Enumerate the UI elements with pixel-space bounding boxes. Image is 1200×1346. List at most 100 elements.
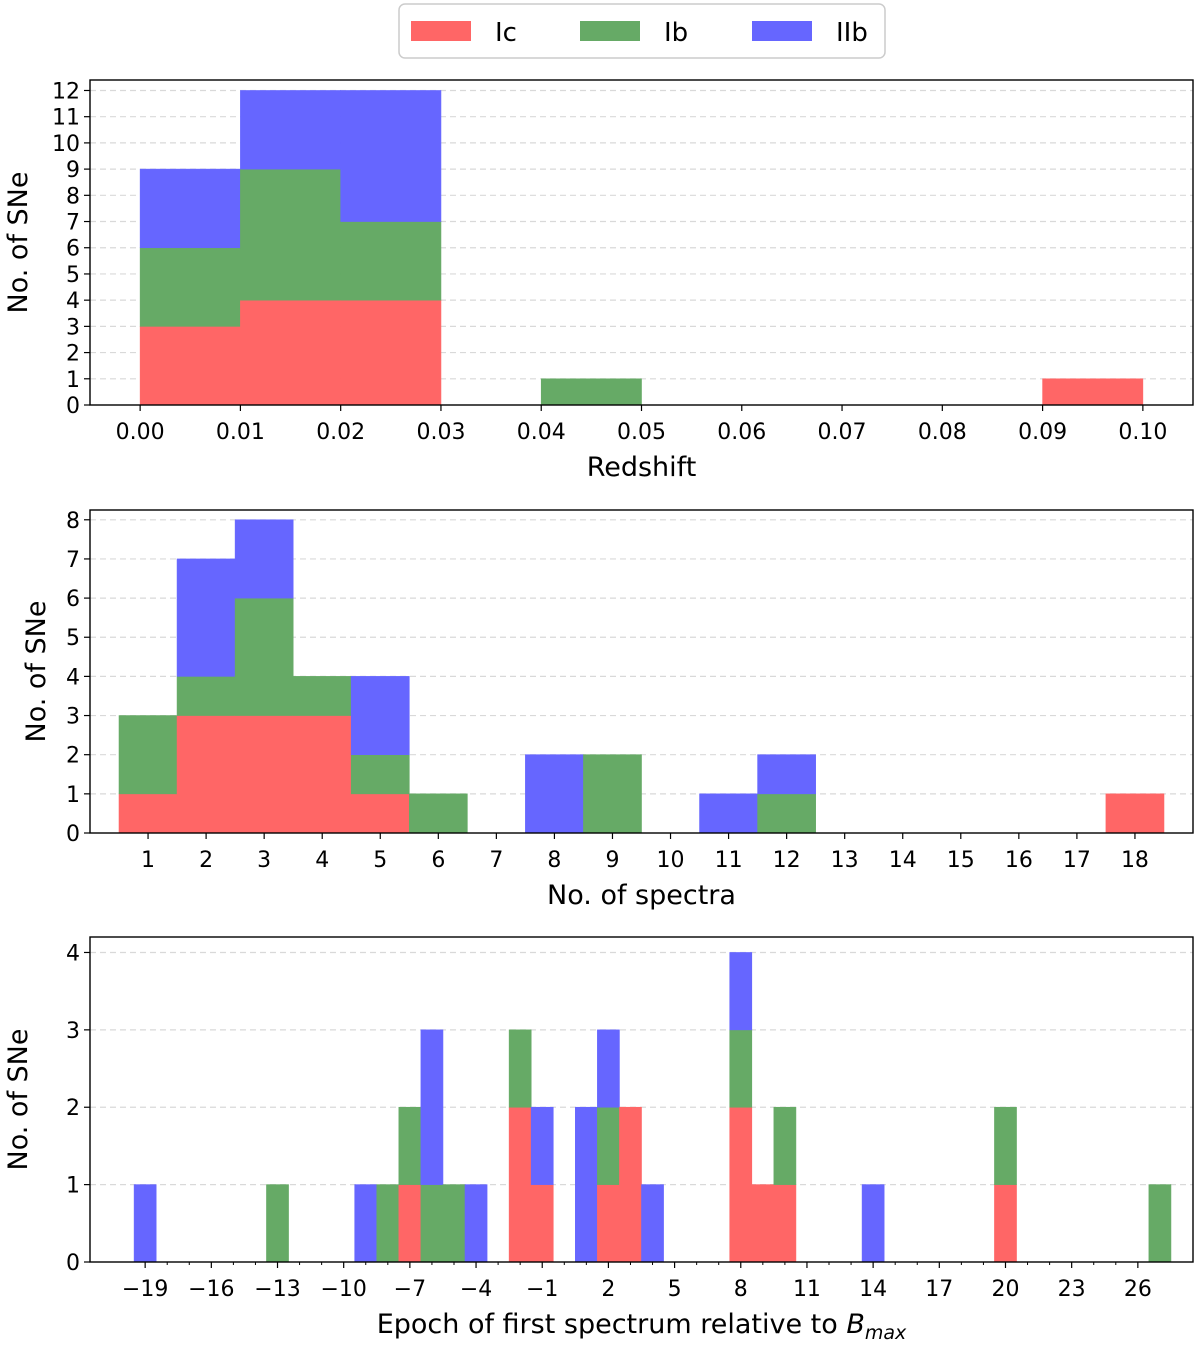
x-tick-label: 17 bbox=[1063, 848, 1091, 873]
bar-ic bbox=[398, 1184, 422, 1263]
x-tick-label: 8 bbox=[734, 1277, 748, 1302]
legend-label-ic: Ic bbox=[495, 18, 517, 48]
x-tick-label: 15 bbox=[947, 848, 975, 873]
bar-iib bbox=[133, 1184, 157, 1263]
x-tick-label: 23 bbox=[1058, 1277, 1086, 1302]
x-tick-label: 9 bbox=[605, 848, 619, 873]
x-tick-label: 17 bbox=[925, 1277, 953, 1302]
x-tick-label: 0.02 bbox=[316, 420, 365, 445]
bar-iib bbox=[176, 558, 236, 677]
bar-iib bbox=[139, 168, 241, 249]
x-tick-label: 0.09 bbox=[1018, 420, 1067, 445]
x-tick-label: 5 bbox=[373, 848, 387, 873]
bar-iib bbox=[575, 1106, 598, 1263]
x-tick-label: 16 bbox=[1005, 848, 1033, 873]
bar-iib bbox=[350, 676, 410, 755]
legend-label-ib: Ib bbox=[664, 18, 688, 48]
bar-iib bbox=[464, 1184, 488, 1263]
bar-ib bbox=[408, 793, 468, 834]
y-tick-label: 4 bbox=[66, 665, 80, 690]
bar-ib bbox=[757, 793, 816, 834]
x-tick-label: 0.05 bbox=[617, 420, 666, 445]
y-tick-label: 3 bbox=[66, 705, 80, 730]
bar-ic bbox=[597, 1184, 620, 1263]
x-tick-label: 0.10 bbox=[1118, 420, 1167, 445]
axes-frame bbox=[89, 509, 1194, 834]
y-tick-label: 2 bbox=[66, 342, 80, 367]
bar-iib bbox=[525, 754, 584, 834]
x-tick-label: 11 bbox=[793, 1277, 821, 1302]
bar-ic bbox=[118, 793, 178, 834]
bar-iib bbox=[641, 1184, 664, 1263]
y-tick-label: 2 bbox=[66, 1096, 80, 1121]
y-tick-label: 6 bbox=[66, 237, 80, 262]
x-tick-label: 0.04 bbox=[517, 420, 566, 445]
bar-iib bbox=[699, 793, 758, 834]
bar-iib bbox=[729, 952, 753, 1031]
bar-ib bbox=[583, 754, 642, 834]
bar-ib bbox=[994, 1106, 1017, 1185]
x-tick-label: 26 bbox=[1124, 1277, 1152, 1302]
legend-swatch-iib bbox=[752, 21, 812, 41]
x-tick-label: −7 bbox=[394, 1277, 426, 1302]
y-tick-label: 5 bbox=[66, 263, 80, 288]
legend-label-iib: IIb bbox=[836, 18, 868, 48]
x-tick-label: 0.01 bbox=[216, 420, 265, 445]
y-tick-label: 5 bbox=[66, 626, 80, 651]
y-tick-label: 1 bbox=[66, 783, 80, 808]
bar-ic bbox=[176, 715, 236, 834]
y-tick-label: 3 bbox=[66, 315, 80, 340]
x-tick-label: 14 bbox=[859, 1277, 887, 1302]
y-tick-label: 1 bbox=[66, 368, 80, 393]
bar-ib bbox=[729, 1029, 753, 1108]
bar-ib bbox=[234, 597, 294, 716]
bar-ic bbox=[773, 1184, 797, 1263]
x-axis-label: No. of spectra bbox=[547, 880, 736, 911]
y-tick-label: 0 bbox=[66, 822, 80, 847]
x-tick-label: 1 bbox=[141, 848, 155, 873]
x-tick-label: −13 bbox=[254, 1277, 300, 1302]
y-tick-label: 0 bbox=[66, 394, 80, 419]
bar-ic bbox=[530, 1184, 554, 1263]
bar-ib bbox=[540, 378, 642, 406]
bar-iib bbox=[597, 1029, 620, 1108]
y-tick-label: 8 bbox=[66, 184, 80, 209]
bar-ib bbox=[773, 1106, 797, 1185]
bar-ic bbox=[1042, 378, 1144, 406]
bar-ic bbox=[240, 299, 341, 406]
y-tick-label: 8 bbox=[66, 509, 80, 534]
bar-iib bbox=[861, 1184, 885, 1263]
bar-iib bbox=[757, 754, 816, 795]
x-tick-label: −16 bbox=[188, 1277, 234, 1302]
x-axis-label: Redshift bbox=[587, 452, 697, 483]
legend-swatch-ic bbox=[411, 21, 471, 41]
x-tick-label: −1 bbox=[526, 1277, 558, 1302]
x-tick-label: 8 bbox=[547, 848, 561, 873]
bar-ib bbox=[340, 221, 442, 301]
axes-frame bbox=[89, 936, 1194, 1263]
y-tick-label: 4 bbox=[66, 941, 80, 966]
bar-ib bbox=[597, 1106, 620, 1185]
bar-ib bbox=[139, 247, 241, 327]
y-tick-label: 9 bbox=[66, 158, 80, 183]
x-tick-label: 2 bbox=[601, 1277, 615, 1302]
x-tick-label: 6 bbox=[431, 848, 445, 873]
x-tick-label: 0.06 bbox=[717, 420, 766, 445]
bar-ic bbox=[619, 1106, 642, 1263]
bar-iib bbox=[354, 1184, 378, 1263]
bar-ib bbox=[1148, 1184, 1172, 1263]
x-tick-label: 2 bbox=[199, 848, 213, 873]
x-tick-label: 5 bbox=[668, 1277, 682, 1302]
x-tick-label: 0.08 bbox=[918, 420, 967, 445]
bar-ib bbox=[266, 1184, 289, 1263]
bar-ib bbox=[176, 676, 236, 716]
bar-ic bbox=[292, 715, 352, 834]
legend-frame bbox=[398, 3, 886, 59]
x-tick-label: 7 bbox=[489, 848, 503, 873]
bar-ic bbox=[751, 1184, 775, 1263]
y-tick-label: 11 bbox=[52, 106, 80, 131]
x-tick-label: 0.00 bbox=[116, 420, 165, 445]
